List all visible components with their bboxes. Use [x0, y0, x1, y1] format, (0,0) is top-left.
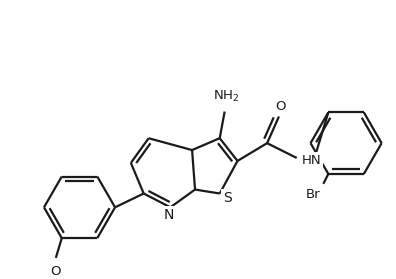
Text: NH$_2$: NH$_2$: [213, 89, 240, 104]
Text: O: O: [276, 100, 286, 113]
Text: N: N: [163, 208, 173, 222]
Text: S: S: [223, 191, 232, 205]
Text: Br: Br: [306, 188, 321, 201]
Text: O: O: [51, 265, 61, 278]
Text: HN: HN: [302, 154, 321, 167]
